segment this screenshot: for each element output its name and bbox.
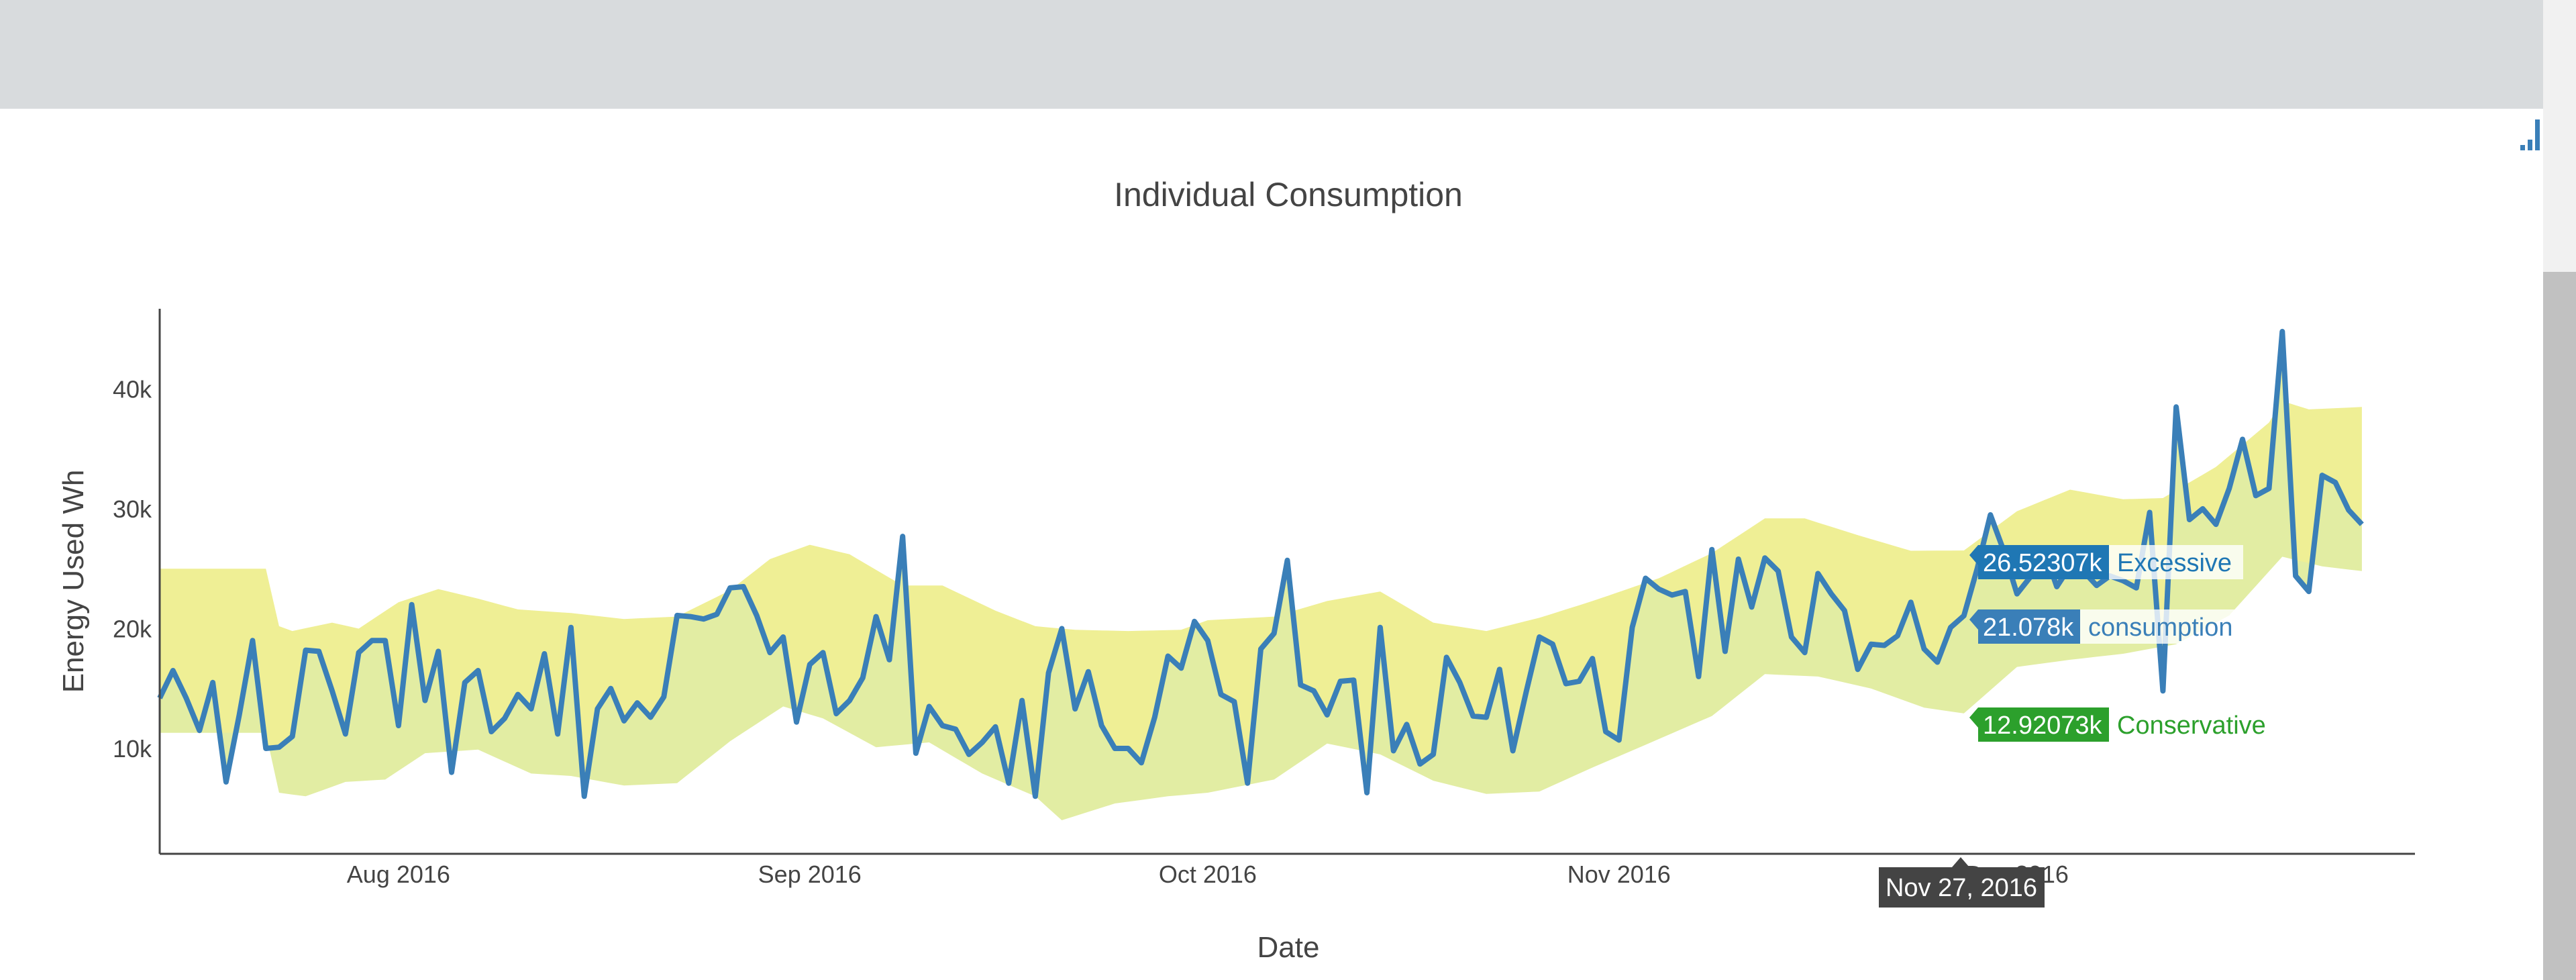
y-tick-label: 30k	[113, 495, 152, 523]
conservative-band	[160, 331, 2362, 820]
series-line-consumption	[157, 328, 2364, 799]
x-tick-label: Aug 2016	[347, 861, 450, 888]
bar-chart-icon[interactable]	[2520, 114, 2540, 152]
x-tick-label: Oct 2016	[1159, 861, 1257, 888]
hover-date-box	[1879, 857, 2045, 908]
hover-conservative-value: 12.92073k	[1983, 712, 2102, 740]
scrollbar-thumb[interactable]	[2543, 272, 2576, 980]
top-bar	[0, 0, 2543, 109]
hover-date-tooltip: Nov 27, 2016	[1879, 857, 2045, 908]
hover-date-label: Nov 27, 2016	[1886, 874, 2037, 902]
y-tick-label: 10k	[113, 735, 152, 763]
hover-excessive-name: Excessive	[2117, 549, 2232, 577]
hover-excessive-name-bg	[2109, 545, 2243, 579]
hover-consumption: 21.078k consumption	[1969, 609, 2241, 644]
chart-title: Individual Consumption	[1114, 176, 1463, 213]
x-tick-label: Sep 2016	[758, 861, 862, 888]
plot-area	[157, 328, 2364, 820]
x-tick-label: Nov 2016	[1567, 861, 1671, 888]
hover-conservative-name: Conservative	[2117, 712, 2266, 740]
hover-excessive-box	[1969, 545, 2109, 579]
hover-consumption-box	[1969, 609, 2080, 644]
y-tick-label: 20k	[113, 615, 152, 642]
hover-excessive-value: 26.52307k	[1983, 549, 2102, 577]
y-axis-title: Energy Used Wh	[57, 470, 90, 693]
hover-excessive: 26.52307k Excessive	[1969, 545, 2243, 579]
hover-consumption-value: 21.078k	[1983, 614, 2074, 642]
y-tick-label: 40k	[113, 376, 152, 403]
hover-consumption-name-bg	[2080, 609, 2241, 644]
excessive-band	[160, 331, 2362, 797]
y-tick-labels: 10k 20k 30k 40k	[113, 376, 152, 763]
chart: Individual Consumption 10k 20k 30k 40k Aug …	[57, 176, 2415, 964]
hover-consumption-name: consumption	[2088, 614, 2232, 642]
hover-conservative: 12.92073k Conservative	[1969, 707, 2266, 742]
x-axis-title: Date	[1257, 931, 1320, 964]
hover-conservative-box	[1969, 707, 2109, 742]
